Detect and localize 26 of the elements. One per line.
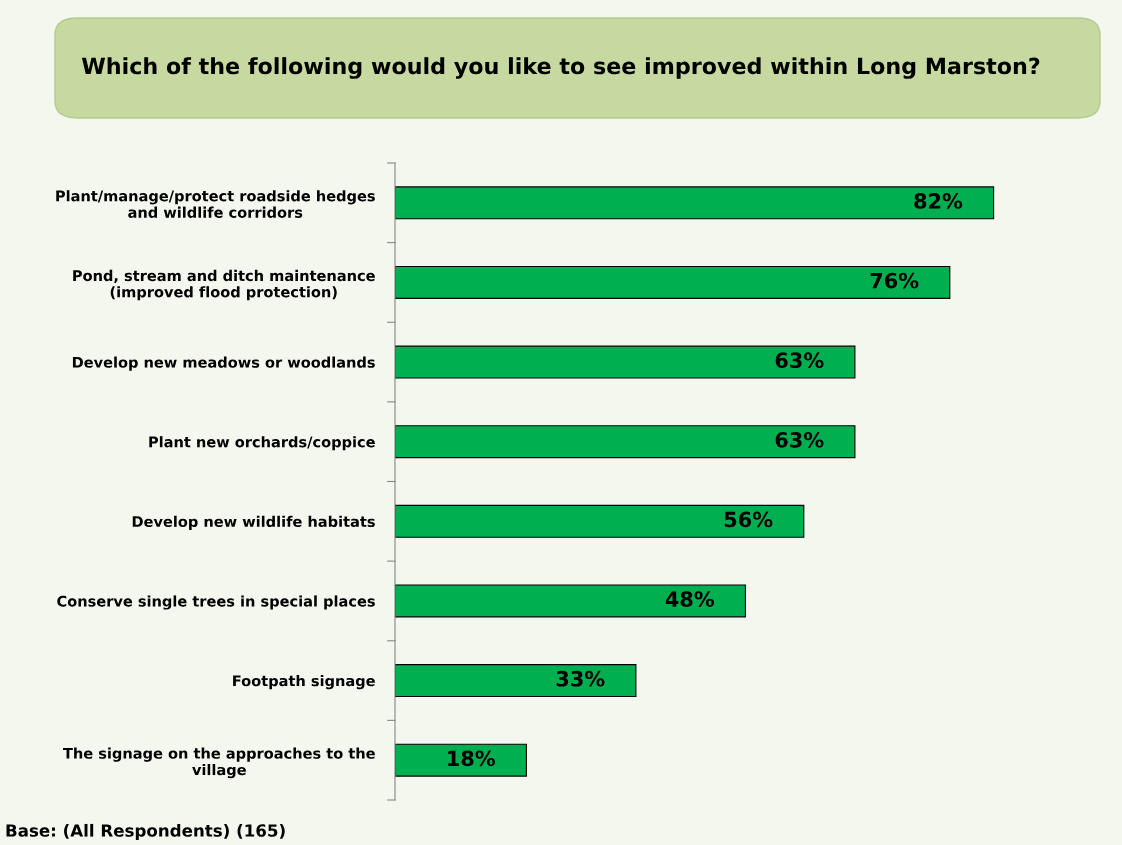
y-tick-label: The signage on the approaches to the village [63,747,375,779]
y-tick-label: Footpath signage [233,675,375,690]
y-tick-label: Conserve single trees in special places [57,595,375,610]
data-label: 63% [775,431,824,448]
bar [395,265,951,299]
data-label: 33% [556,670,605,687]
bar [395,504,805,538]
bar [395,584,746,618]
data-label: 56% [724,511,773,528]
bar [395,345,856,379]
y-tick-label: Pond, stream and ditch maintenance (improved flood protection) [73,269,375,301]
bar [395,186,995,220]
bar [395,664,637,698]
data-label: 63% [775,352,824,369]
data-label: 82% [914,193,963,209]
text: Base: (All Respondents) (165) [6,823,285,841]
bar [395,425,856,459]
bar [395,743,527,777]
y-tick-label: Develop new meadows or woodlands [72,356,375,371]
data-label: 76% [870,272,919,289]
y-tick-label: Plant/manage/protect roadside hedges and wildlife corridors [56,190,375,218]
y-tick-label: Develop new wildlife habitats [132,515,375,530]
chart-title: Which of the following would you like to see improved within Long Marston? [81,57,1040,79]
y-tick-label: Plant new orchards/coppice [149,436,375,451]
data-label: 48% [665,591,715,607]
data-label: 18% [448,750,496,767]
